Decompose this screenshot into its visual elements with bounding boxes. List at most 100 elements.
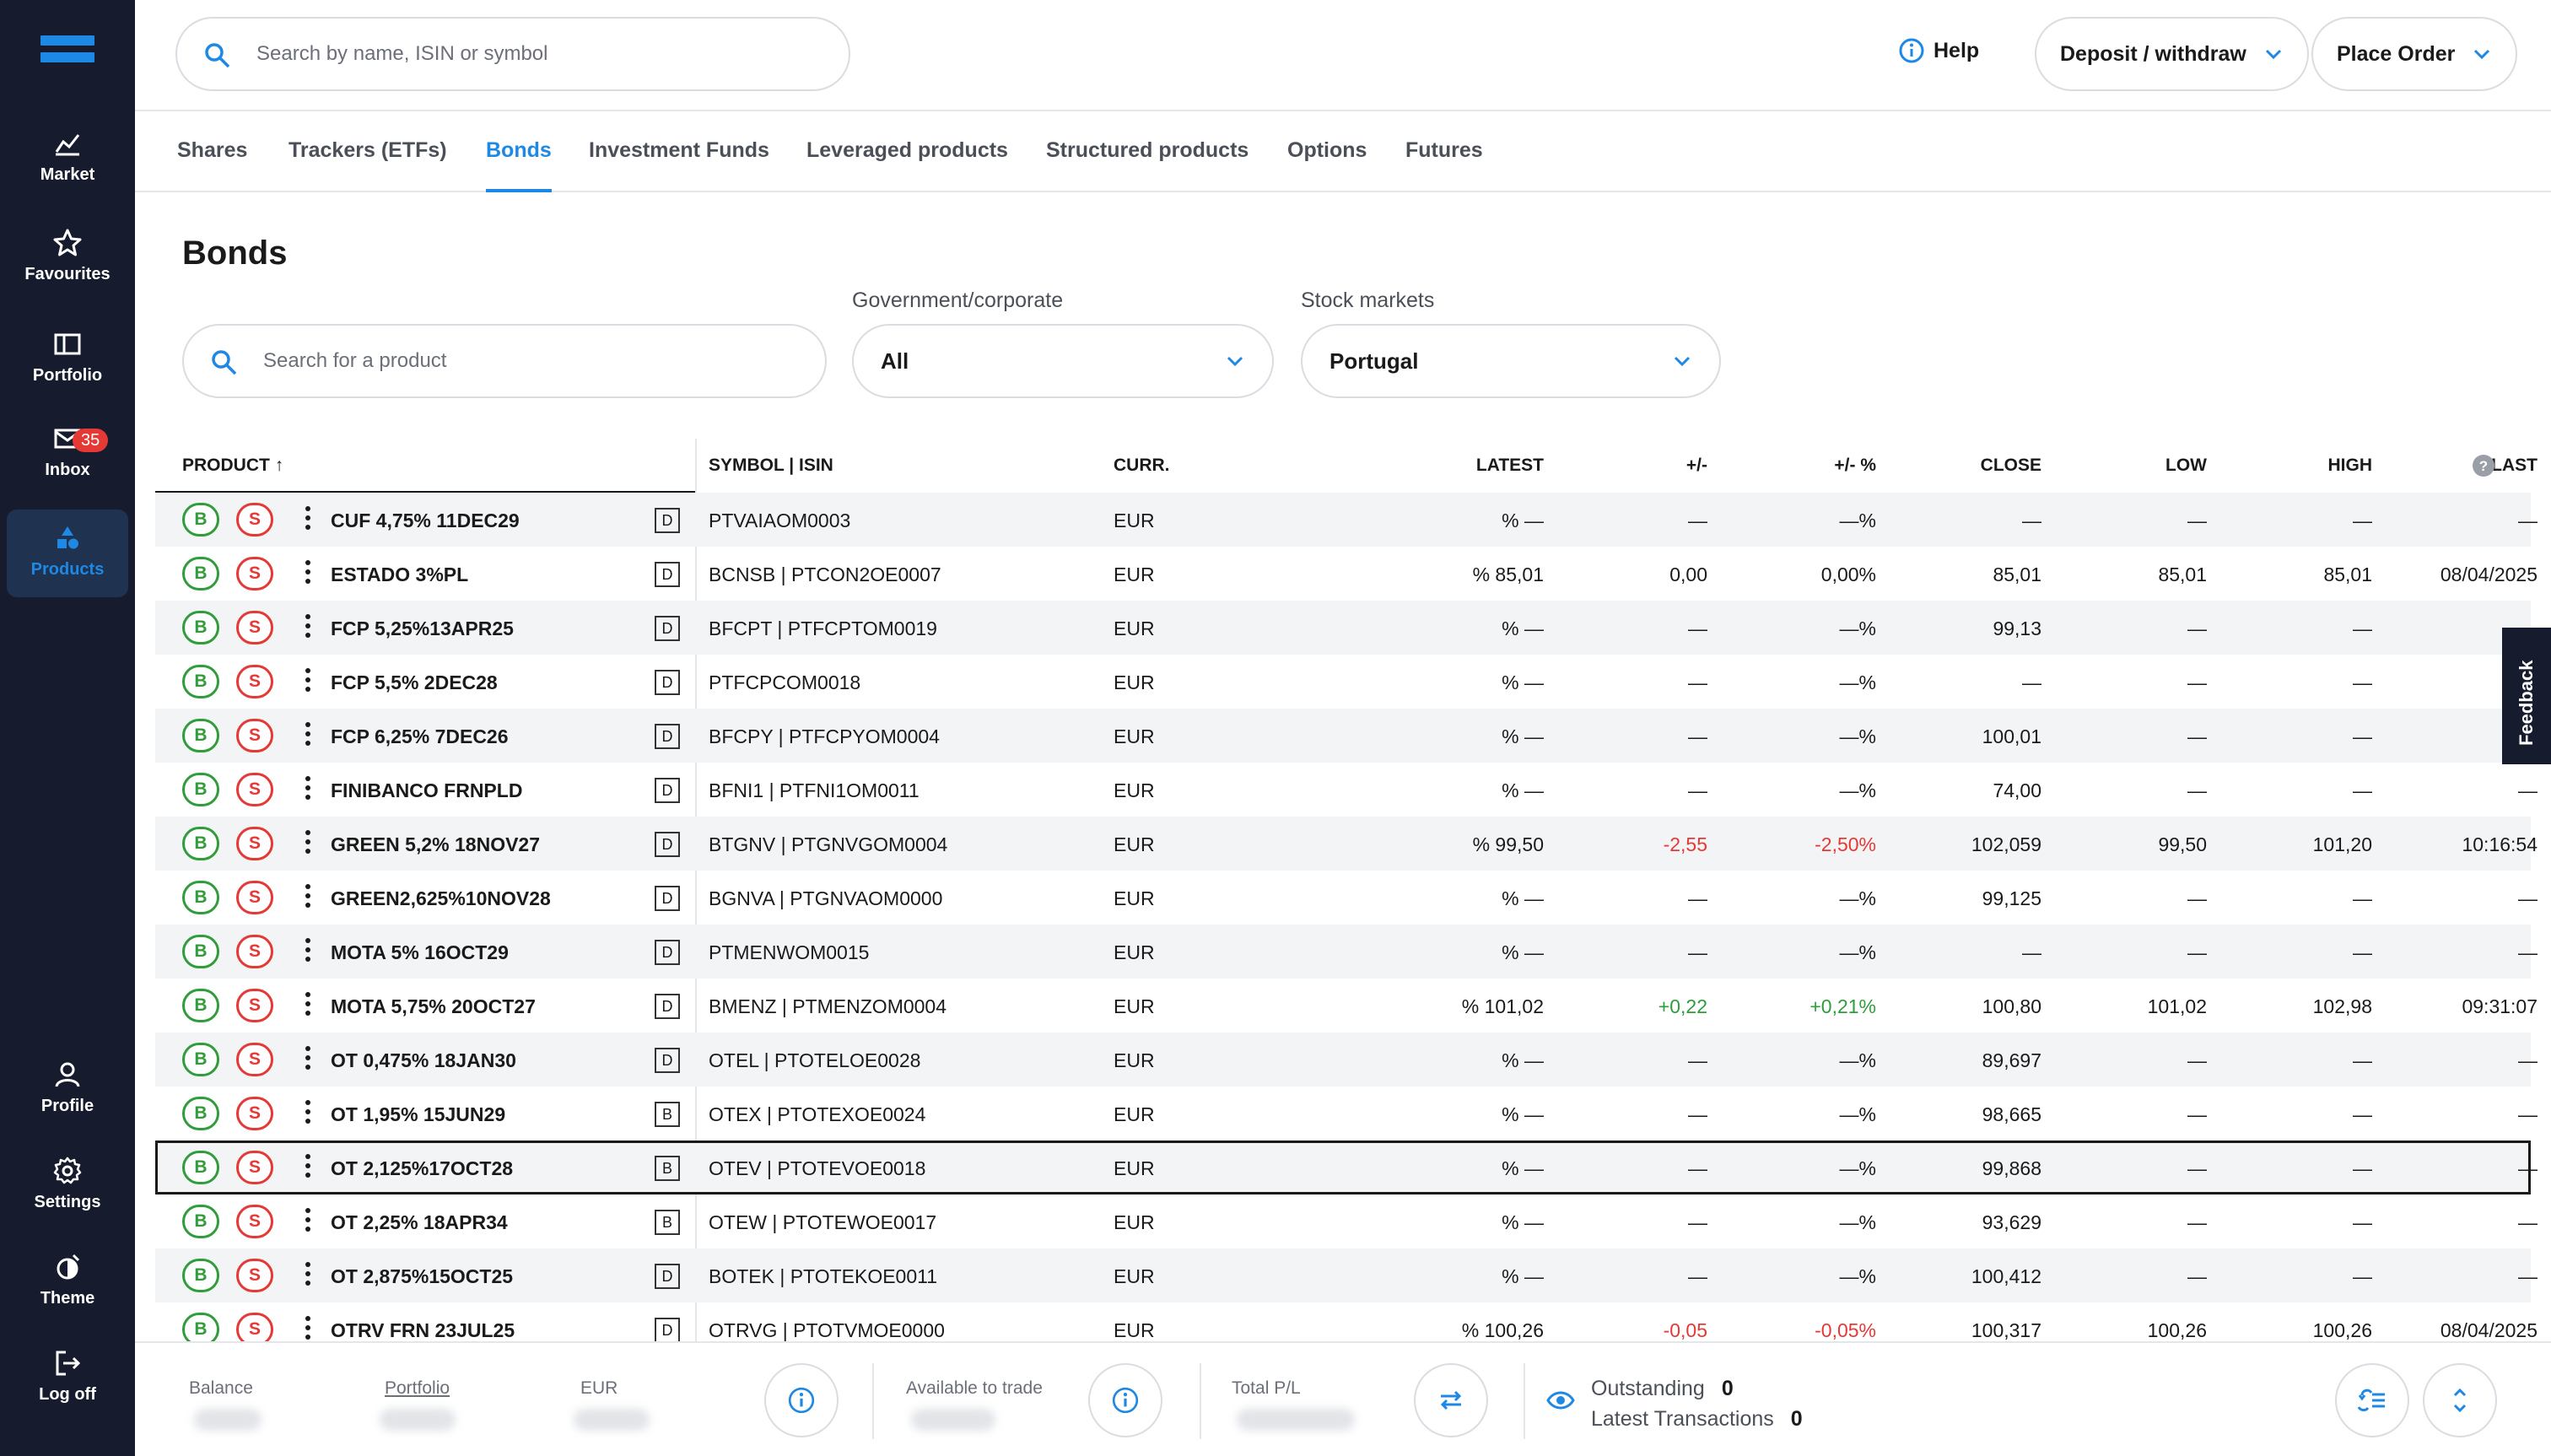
more-options-icon[interactable] — [305, 668, 312, 695]
stock-markets-select[interactable]: Portugal — [1301, 324, 1721, 398]
buy-button[interactable]: B — [182, 827, 219, 860]
sell-button[interactable]: S — [236, 665, 273, 698]
sell-button[interactable]: S — [236, 1313, 273, 1346]
more-options-icon[interactable] — [305, 1100, 312, 1127]
buy-button[interactable]: B — [182, 503, 219, 537]
sell-button[interactable]: S — [236, 719, 273, 752]
product-name[interactable]: GREEN 5,2% 18NOV27 — [331, 833, 541, 855]
col-currency[interactable]: CURR. — [1114, 456, 1170, 475]
more-options-icon[interactable] — [305, 1316, 312, 1343]
product-name[interactable]: OT 1,95% 15JUN29 — [331, 1103, 506, 1125]
table-row[interactable]: B S GREEN 5,2% 18NOV27 D BTGNV | PTGNVGOM000… — [155, 817, 2538, 871]
more-options-icon[interactable] — [305, 506, 312, 533]
more-options-icon[interactable] — [305, 1046, 312, 1073]
product-name[interactable]: FCP 5,25%13APR25 — [331, 617, 514, 639]
help-link[interactable]: Help — [1898, 37, 1979, 64]
more-options-icon[interactable] — [305, 560, 312, 587]
table-row[interactable]: B S MOTA 5,75% 20OCT27 D BMENZ | PTMENZOM000… — [155, 979, 2538, 1033]
table-row[interactable]: B S MOTA 5% 16OCT29 D PTMENWOM0015 EUR % — — —% —… — [155, 925, 2538, 979]
product-search[interactable] — [182, 324, 827, 398]
sell-button[interactable]: S — [236, 503, 273, 537]
latest-transactions-row[interactable]: Latest Transactions 0 — [1591, 1404, 1803, 1434]
sell-button[interactable]: S — [236, 1097, 273, 1130]
product-name[interactable]: OT 2,875%15OCT25 — [331, 1265, 514, 1287]
nav-favourites[interactable]: Favourites — [7, 226, 128, 314]
sell-button[interactable]: S — [236, 827, 273, 860]
swap-view-button[interactable] — [1414, 1363, 1488, 1437]
table-row[interactable]: B S OT 2,875%15OCT25 D BOTEK | PTOTEKOE0011 E… — [155, 1248, 2538, 1302]
table-row[interactable]: B S CUF 4,75% 11DEC29 D PTVAIAOM0003 EUR % — — —… — [155, 493, 2538, 547]
deposit-withdraw-button[interactable]: Deposit / withdraw — [2035, 17, 2309, 91]
table-row[interactable]: B S GREEN2,625%10NOV28 D BGNVA | PTGNVAOM000… — [155, 871, 2538, 925]
product-name[interactable]: FCP 6,25% 7DEC26 — [331, 725, 509, 747]
product-name[interactable]: OT 2,25% 18APR34 — [331, 1211, 508, 1233]
tab-trackers[interactable]: Trackers (ETFs) — [289, 138, 447, 162]
more-options-icon[interactable] — [305, 1262, 312, 1289]
buy-button[interactable]: B — [182, 1259, 219, 1292]
global-search[interactable] — [175, 17, 850, 91]
product-name[interactable]: OTRV FRN 23JUL25 — [331, 1319, 515, 1341]
nav-theme[interactable]: Theme — [7, 1250, 128, 1338]
sell-button[interactable]: S — [236, 1043, 273, 1076]
more-options-icon[interactable] — [305, 884, 312, 911]
tab-options[interactable]: Options — [1287, 138, 1367, 162]
search-input[interactable] — [256, 39, 796, 69]
table-row[interactable]: B S OT 1,95% 15JUN29 B OTEX | PTOTEXOE0024 EU… — [155, 1087, 2538, 1141]
tab-leveraged-products[interactable]: Leveraged products — [806, 138, 1008, 162]
col-change-pct[interactable]: +/- % — [1834, 456, 1876, 475]
sell-button[interactable]: S — [236, 1205, 273, 1238]
col-high[interactable]: HIGH — [2327, 456, 2373, 475]
eye-icon[interactable] — [1545, 1387, 1576, 1414]
buy-button[interactable]: B — [182, 719, 219, 752]
table-row[interactable]: B S OT 2,25% 18APR34 B OTEW | PTOTEWOE0017 EU… — [155, 1194, 2538, 1248]
product-name[interactable]: FCP 5,5% 2DEC28 — [331, 671, 498, 693]
sell-button[interactable]: S — [236, 1151, 273, 1184]
buy-button[interactable]: B — [182, 935, 219, 968]
col-low[interactable]: LOW — [2165, 456, 2207, 475]
tab-shares[interactable]: Shares — [177, 138, 248, 162]
portfolio-link[interactable]: Portfolio — [385, 1378, 450, 1398]
sell-button[interactable]: S — [236, 1259, 273, 1292]
product-name[interactable]: MOTA 5,75% 20OCT27 — [331, 995, 536, 1017]
product-name[interactable]: CUF 4,75% 11DEC29 — [331, 510, 520, 531]
nav-portfolio[interactable]: Portfolio — [7, 327, 128, 415]
buy-button[interactable]: B — [182, 773, 219, 806]
col-last[interactable]: LAST — [2491, 456, 2538, 475]
more-options-icon[interactable] — [305, 938, 312, 965]
tab-futures[interactable]: Futures — [1405, 138, 1483, 162]
tab-structured-products[interactable]: Structured products — [1046, 138, 1249, 162]
buy-button[interactable]: B — [182, 1151, 219, 1184]
more-options-icon[interactable] — [305, 614, 312, 641]
available-info-button[interactable] — [1088, 1363, 1162, 1437]
product-name[interactable]: GREEN2,625%10NOV28 — [331, 887, 551, 909]
place-order-button[interactable]: Place Order — [2311, 17, 2518, 91]
col-symbol[interactable]: SYMBOL | ISIN — [709, 456, 833, 475]
balance-info-button[interactable] — [764, 1363, 839, 1437]
nav-market[interactable]: Market — [7, 127, 128, 214]
sell-button[interactable]: S — [236, 557, 273, 590]
buy-button[interactable]: B — [182, 665, 219, 698]
buy-button[interactable]: B — [182, 989, 219, 1022]
nav-logoff[interactable]: Log off — [7, 1346, 128, 1434]
more-options-icon[interactable] — [305, 1154, 312, 1181]
table-row[interactable]: B S ESTADO 3%PL D BCNSB | PTCON2OE0007 EUR % 8… — [155, 547, 2538, 601]
buy-button[interactable]: B — [182, 1097, 219, 1130]
col-latest[interactable]: LATEST — [1475, 456, 1544, 475]
buy-button[interactable]: B — [182, 1313, 219, 1346]
table-row[interactable]: B S OTRV FRN 23JUL25 D OTRVG | PTOTVMOE0000 E… — [155, 1302, 2538, 1356]
sell-button[interactable]: S — [236, 881, 273, 914]
table-row[interactable]: B S OT 0,475% 18JAN30 D OTEL | PTOTELOE0028 E… — [155, 1033, 2538, 1087]
more-options-icon[interactable] — [305, 830, 312, 857]
buy-button[interactable]: B — [182, 1205, 219, 1238]
buy-button[interactable]: B — [182, 881, 219, 914]
buy-button[interactable]: B — [182, 557, 219, 590]
product-name[interactable]: FINIBANCO FRNPLD — [331, 779, 523, 801]
more-options-icon[interactable] — [305, 992, 312, 1019]
product-search-input[interactable] — [263, 346, 786, 376]
buy-button[interactable]: B — [182, 611, 219, 644]
table-row[interactable]: B S FCP 5,5% 2DEC28 D PTFCPCOM0018 EUR % — — —% —… — [155, 655, 2538, 709]
product-name[interactable]: ESTADO 3%PL — [331, 564, 469, 585]
more-options-icon[interactable] — [305, 776, 312, 803]
table-row[interactable]: B S OT 2,125%17OCT28 B OTEV | PTOTEVOE0018 EU… — [155, 1141, 2538, 1194]
more-options-icon[interactable] — [305, 1208, 312, 1235]
